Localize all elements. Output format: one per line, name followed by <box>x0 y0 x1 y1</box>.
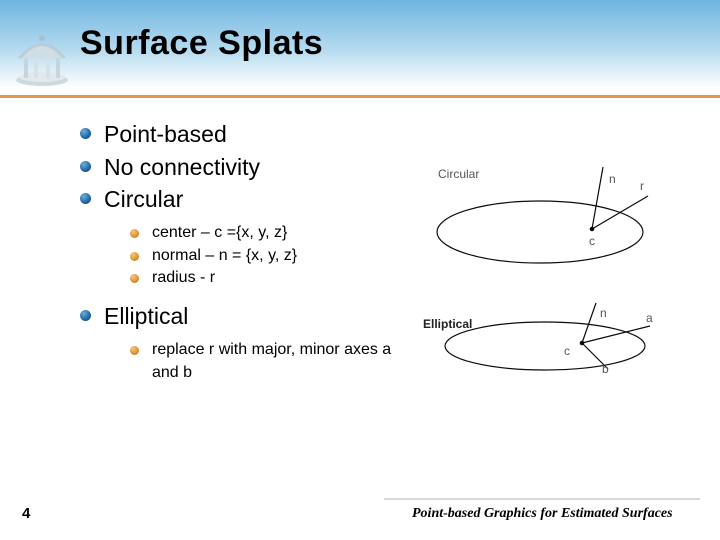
svg-text:r: r <box>640 179 644 193</box>
diagram-area: Circular n r c Elliptical n a b c <box>420 160 700 395</box>
elliptical-sublist: replace r with major, minor axes a and b <box>130 339 420 384</box>
content-area: Point-based No connectivity Circular cen… <box>80 118 420 394</box>
svg-text:n: n <box>600 306 607 320</box>
footer-rule <box>384 498 700 500</box>
sub-replace-axes: replace r with major, minor axes a and b <box>130 339 420 384</box>
bullet-no-connectivity: No connectivity <box>80 151 420 184</box>
svg-text:c: c <box>589 234 595 248</box>
circular-sublist: center – c ={x, y, z} normal – n = {x, y… <box>130 222 420 290</box>
slide-title: Surface Splats <box>80 24 323 63</box>
svg-text:c: c <box>564 344 570 358</box>
sub-radius: radius - r <box>130 267 420 290</box>
svg-text:n: n <box>609 172 616 186</box>
bullet-elliptical: Elliptical replace r with major, minor a… <box>80 300 420 384</box>
bullet-point-based: Point-based <box>80 118 420 151</box>
page-number: 4 <box>22 505 30 522</box>
footer-text: Point-based Graphics for Estimated Surfa… <box>412 506 673 522</box>
svg-text:Circular: Circular <box>438 167 479 181</box>
sub-normal: normal – n = {x, y, z} <box>130 245 420 268</box>
bullet-circular: Circular center – c ={x, y, z} normal – … <box>80 183 420 290</box>
bullet-list: Point-based No connectivity Circular cen… <box>80 118 420 384</box>
svg-text:a: a <box>646 311 653 325</box>
bullet-elliptical-label: Elliptical <box>104 303 188 329</box>
svg-text:b: b <box>602 362 609 376</box>
splat-diagram: Circular n r c Elliptical n a b c <box>420 160 700 395</box>
sub-center: center – c ={x, y, z} <box>130 222 420 245</box>
logo-old-well <box>12 30 72 88</box>
bullet-circular-label: Circular <box>104 186 183 212</box>
svg-text:Elliptical: Elliptical <box>423 317 472 331</box>
title-rule <box>0 95 720 98</box>
